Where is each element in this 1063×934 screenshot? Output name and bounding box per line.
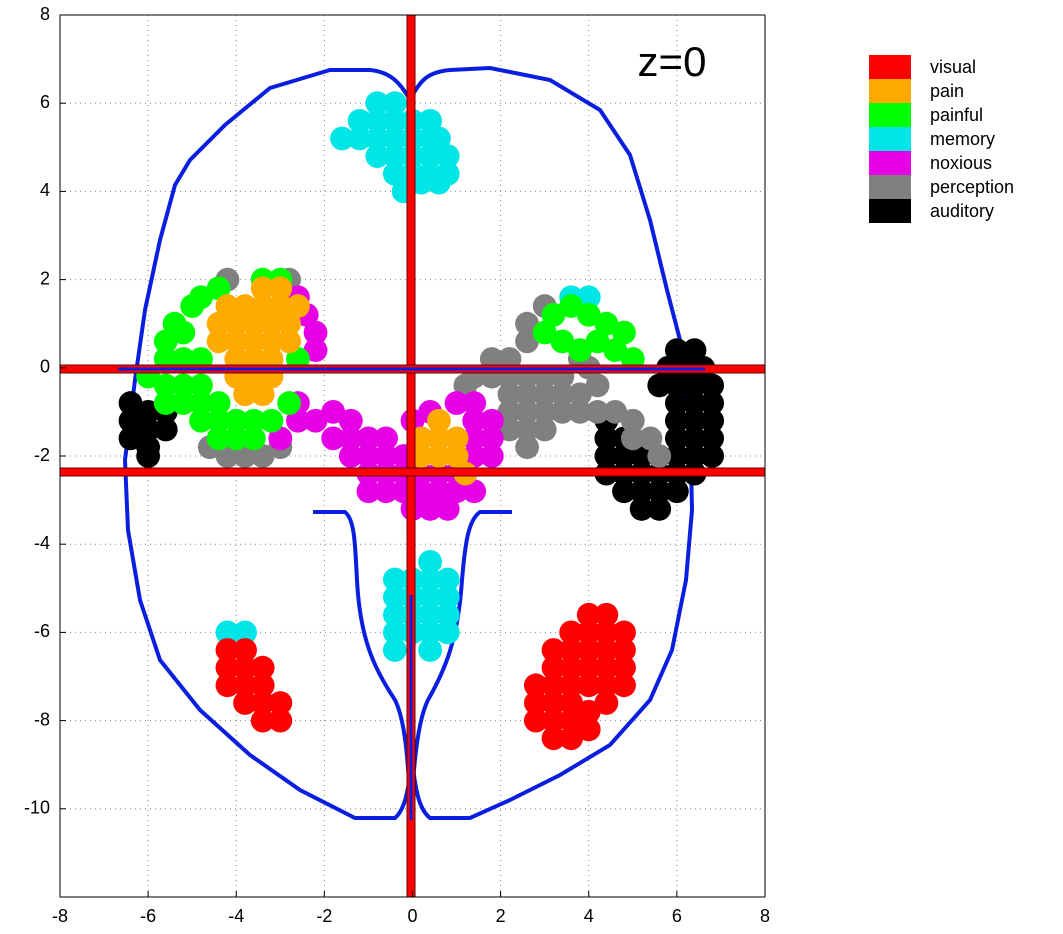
crosshair-horizontal xyxy=(60,468,765,476)
legend-label: painful xyxy=(930,105,983,125)
legend-swatch xyxy=(869,103,911,127)
y-tick-label: -10 xyxy=(24,798,50,818)
point xyxy=(700,444,724,468)
legend-swatch xyxy=(869,151,911,175)
y-tick-label: -4 xyxy=(34,533,50,553)
point xyxy=(251,382,275,406)
legend: visual pain painful memory noxious perception… xyxy=(869,55,1014,223)
point xyxy=(277,391,301,415)
legend-label: memory xyxy=(930,129,995,149)
x-tick-label: 4 xyxy=(584,906,594,926)
point xyxy=(277,329,301,353)
y-tick-label: 0 xyxy=(40,357,50,377)
point xyxy=(242,426,266,450)
x-tick-label: 6 xyxy=(672,906,682,926)
y-tick-label: -8 xyxy=(34,709,50,729)
x-tick-label: -8 xyxy=(52,906,68,926)
point xyxy=(383,638,407,662)
legend-label: perception xyxy=(930,177,1014,197)
point xyxy=(533,418,557,442)
y-tick-label: 6 xyxy=(40,92,50,112)
point xyxy=(515,435,539,459)
legend-swatch xyxy=(869,199,911,223)
point xyxy=(436,621,460,645)
point xyxy=(647,444,671,468)
x-tick-label: 8 xyxy=(760,906,770,926)
point xyxy=(665,479,689,503)
annotation: z=0 xyxy=(638,38,707,85)
point xyxy=(436,497,460,521)
legend-label: auditory xyxy=(930,201,994,221)
legend-swatch xyxy=(869,127,911,151)
y-tick-label: 4 xyxy=(40,180,50,200)
chart: z=0 -8 -6 -4 -2 0 2 4 6 8 -10 -8 -6 -4 -2 0 2 4 6 8 visual… xyxy=(0,0,1063,934)
x-tick-label: 2 xyxy=(496,906,506,926)
point xyxy=(268,709,292,733)
points xyxy=(119,91,724,750)
point xyxy=(180,294,204,318)
x-tick-label: -6 xyxy=(140,906,156,926)
point xyxy=(136,444,160,468)
point xyxy=(418,638,442,662)
y-tick-label: -6 xyxy=(34,621,50,641)
point xyxy=(594,603,618,627)
legend-label: noxious xyxy=(930,153,992,173)
point xyxy=(427,171,451,195)
y-tick-label: -2 xyxy=(34,445,50,465)
y-tick-label: 2 xyxy=(40,268,50,288)
legend-swatch xyxy=(869,175,911,199)
y-tick-label: 8 xyxy=(40,4,50,24)
legend-swatch xyxy=(869,55,911,79)
legend-swatch xyxy=(869,79,911,103)
legend-label: pain xyxy=(930,81,964,101)
x-tick-label: -2 xyxy=(316,906,332,926)
point xyxy=(154,418,178,442)
x-tick-label: -4 xyxy=(228,906,244,926)
point xyxy=(480,444,504,468)
x-tick-label: 0 xyxy=(407,906,417,926)
point xyxy=(647,497,671,521)
legend-label: visual xyxy=(930,57,976,77)
point xyxy=(418,127,442,151)
point xyxy=(260,409,284,433)
point xyxy=(612,621,636,645)
